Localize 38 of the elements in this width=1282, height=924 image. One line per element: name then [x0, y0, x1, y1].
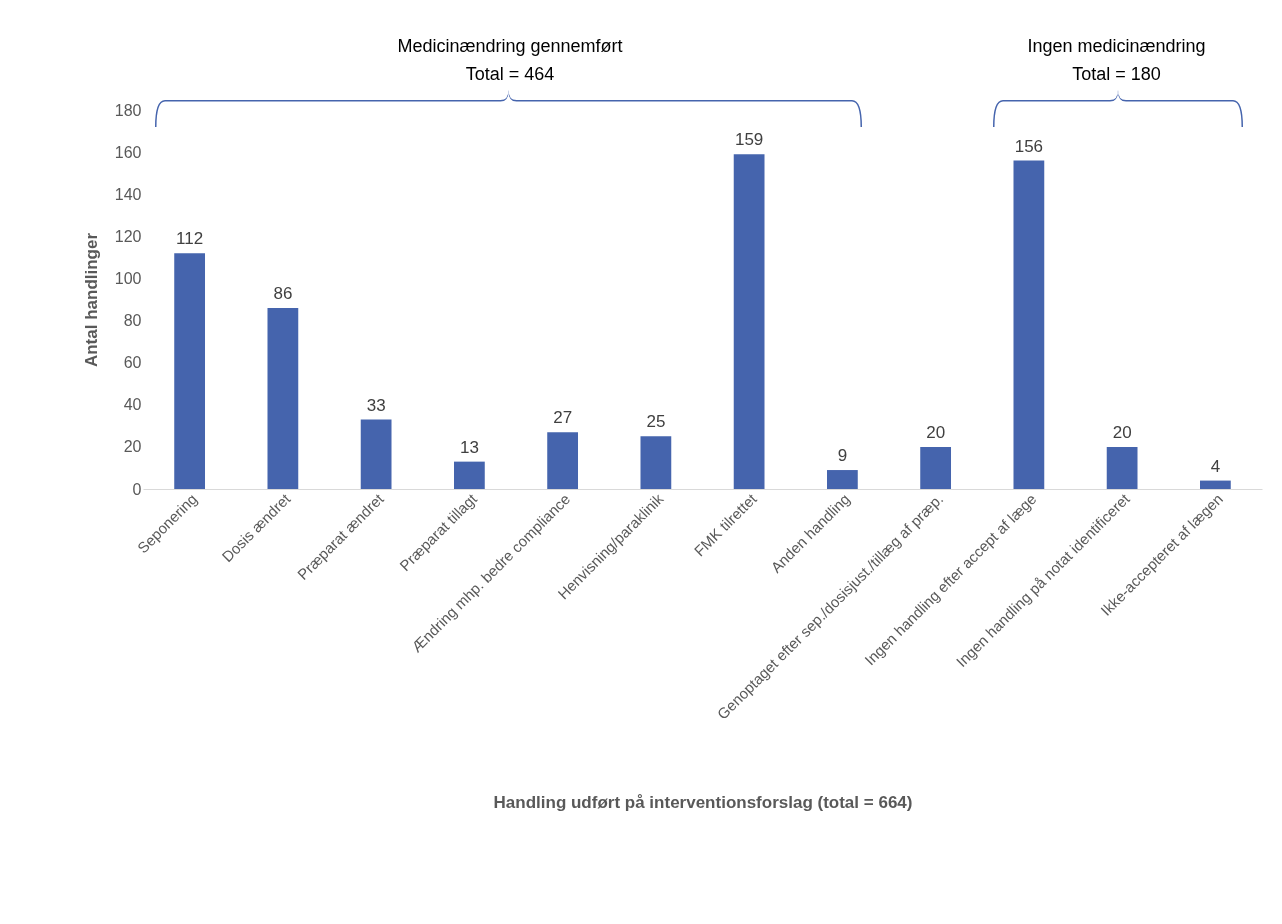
bar — [733, 154, 765, 489]
data-label: 4 — [1210, 456, 1221, 476]
bar — [453, 461, 485, 489]
y-tick-label: 0 — [132, 480, 142, 498]
y-tick-label: 40 — [123, 396, 142, 414]
bar — [267, 307, 299, 489]
data-label: 9 — [837, 446, 848, 466]
data-label: 20 — [926, 422, 946, 442]
y-tick-label: 160 — [114, 143, 142, 161]
bar — [174, 253, 206, 489]
y-tick-label: 80 — [123, 312, 142, 330]
text: Ingen medicinændring Total = 180 — [1027, 36, 1206, 84]
y-tick-label: 20 — [123, 438, 142, 456]
bar — [826, 470, 858, 489]
y-tick-label: 180 — [114, 101, 142, 119]
y-tick-label: 100 — [114, 269, 142, 287]
bar — [1106, 446, 1138, 489]
bar — [360, 419, 392, 489]
data-label: 33 — [366, 395, 386, 415]
data-label: 13 — [459, 437, 479, 457]
y-tick-label: 140 — [114, 185, 142, 203]
bar — [1013, 160, 1045, 489]
bar — [1199, 480, 1231, 489]
y-axis-title: Antal handlinger — [81, 232, 101, 368]
data-label: 25 — [646, 412, 666, 432]
data-label: 159 — [734, 130, 764, 150]
x-axis-title: Handling udført på interventionsforslag (total = 664) — [493, 792, 913, 812]
data-label: 156 — [1014, 136, 1044, 156]
bar — [547, 432, 579, 489]
bar — [640, 436, 672, 489]
data-label: 20 — [1112, 422, 1132, 442]
y-tick-label: 60 — [123, 354, 142, 372]
data-label: 86 — [273, 283, 293, 303]
data-label: 27 — [553, 408, 573, 428]
bar — [920, 446, 952, 489]
data-label: 112 — [176, 229, 204, 249]
text: Medicinændring gennemført Total = 464 — [397, 36, 623, 84]
y-tick-label: 120 — [114, 227, 142, 245]
